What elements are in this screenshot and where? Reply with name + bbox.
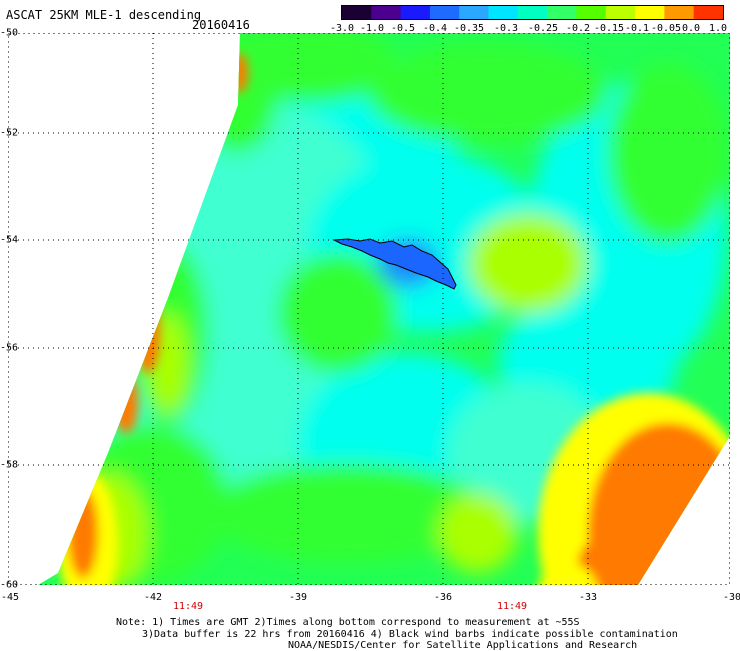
- longitude-label: -45: [0, 592, 20, 603]
- color-scale-segment: [605, 6, 636, 19]
- field-region: [208, 463, 488, 563]
- field-region: [198, 33, 278, 153]
- color-scale-label: 1.0: [708, 23, 728, 34]
- longitude-label: -39: [288, 592, 308, 603]
- product-title: ASCAT 25KM MLE-1 descending: [6, 8, 202, 22]
- field-region: [368, 43, 608, 143]
- color-scale-segment: [517, 6, 548, 19]
- color-scale-segment: [547, 6, 577, 19]
- color-scale-label: -1.0: [359, 23, 385, 34]
- color-scale-label: -3.0: [329, 23, 355, 34]
- lat-lon-grid: [8, 33, 730, 585]
- color-scale-label: -0.5: [390, 23, 416, 34]
- south-georgia-island: [332, 238, 457, 290]
- high-value-region: [232, 53, 248, 93]
- color-scale-segment: [664, 6, 695, 19]
- color-scale-label: -0.35: [453, 23, 485, 34]
- color-scale-label: -0.15: [593, 23, 625, 34]
- latitude-label: -58: [0, 459, 19, 471]
- latitude-label: -54: [0, 234, 19, 246]
- scatterometer-map: [8, 33, 730, 585]
- longitude-label: -36: [433, 592, 453, 603]
- color-scale-segment: [342, 6, 372, 19]
- map-border: [8, 33, 730, 585]
- latitude-label: -60: [0, 579, 19, 591]
- note-line-2: 3)Data buffer is 22 hrs from 20160416 4)…: [142, 629, 678, 640]
- data-swath: [38, 33, 730, 585]
- color-scale-segment: [693, 6, 723, 19]
- color-scale-segment: [488, 6, 519, 19]
- product-date: 20160416: [192, 18, 250, 32]
- color-scale-segment: [635, 6, 665, 19]
- pass-time-label: 11:49: [496, 601, 528, 612]
- pass-time-label: 11:49: [172, 601, 204, 612]
- color-scale-segment: [459, 6, 490, 19]
- latitude-label: -50: [0, 27, 19, 39]
- color-scale-label: -0.2: [565, 23, 591, 34]
- field-region: [468, 213, 588, 313]
- high-value-region: [578, 533, 658, 585]
- color-scale-label: -0.4: [422, 23, 448, 34]
- color-scale-label: -0.3: [493, 23, 519, 34]
- note-line-1: Note: 1) Times are GMT 2)Times along bot…: [116, 617, 580, 628]
- color-scale-label: -0.25: [527, 23, 559, 34]
- high-value-region: [114, 373, 138, 433]
- color-scale-label: -0.1: [624, 23, 650, 34]
- longitude-label: -33: [578, 592, 598, 603]
- color-scale-label: 0.0: [681, 23, 701, 34]
- color-scale-bar: [341, 5, 724, 20]
- latitude-label: -56: [0, 342, 19, 354]
- field-region: [608, 63, 728, 243]
- field-region: [438, 493, 518, 573]
- high-value-region: [538, 563, 598, 585]
- color-scale-segment: [400, 6, 431, 19]
- high-value-region: [68, 488, 98, 578]
- latitude-label: -52: [0, 127, 19, 139]
- color-scale-segment: [429, 6, 460, 19]
- color-scale-segment: [576, 6, 607, 19]
- color-scale-label: -0.05: [650, 23, 682, 34]
- color-scale-segment: [371, 6, 402, 19]
- longitude-label: -30: [722, 592, 740, 603]
- longitude-label: -42: [143, 592, 163, 603]
- field-region: [278, 253, 398, 373]
- credit-line: NOAA/NESDIS/Center for Satellite Applica…: [288, 640, 638, 651]
- high-value-region: [136, 293, 160, 373]
